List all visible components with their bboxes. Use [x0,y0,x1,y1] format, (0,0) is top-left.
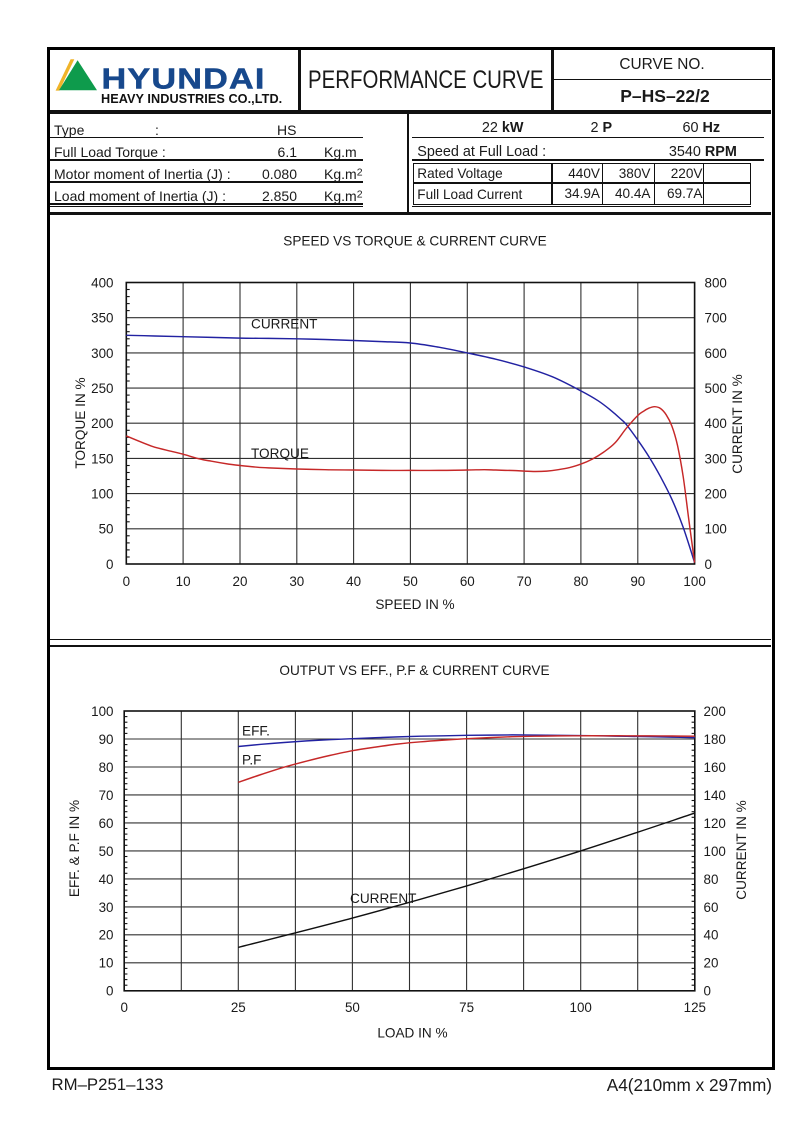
svg-text:20: 20 [233,574,248,589]
svg-text:125: 125 [684,1000,706,1015]
svg-text:100: 100 [570,1000,592,1015]
svg-text:60: 60 [704,900,719,915]
svg-text:90: 90 [99,732,114,747]
svg-text:90: 90 [630,574,645,589]
svg-text:300: 300 [705,451,727,466]
svg-text:CURRENT IN %: CURRENT IN % [730,374,745,473]
svg-text:200: 200 [704,704,726,719]
svg-text:TORQUE: TORQUE [251,446,309,461]
svg-text:500: 500 [705,381,727,396]
svg-text:80: 80 [99,760,114,775]
svg-text:0: 0 [120,1000,127,1015]
svg-text:400: 400 [91,275,113,290]
svg-text:50: 50 [99,844,114,859]
svg-text:250: 250 [91,381,113,396]
svg-text:100: 100 [705,522,727,537]
svg-text:10: 10 [176,574,191,589]
svg-text:200: 200 [705,487,727,502]
svg-text:600: 600 [705,346,727,361]
svg-text:P.F: P.F [242,753,261,768]
svg-text:0: 0 [123,574,130,589]
svg-text:40: 40 [99,872,114,887]
svg-text:40: 40 [704,928,719,943]
svg-text:80: 80 [573,574,588,589]
svg-text:EFF.: EFF. [242,724,270,739]
svg-text:700: 700 [705,311,727,326]
svg-text:50: 50 [403,574,418,589]
svg-text:300: 300 [91,346,113,361]
svg-text:50: 50 [99,522,114,537]
svg-text:100: 100 [704,844,726,859]
svg-text:25: 25 [231,1000,246,1015]
svg-text:180: 180 [704,732,726,747]
svg-text:SPEED IN %: SPEED IN % [375,597,454,612]
svg-text:100: 100 [91,487,113,502]
svg-text:LOAD IN %: LOAD IN % [377,1026,447,1041]
svg-text:75: 75 [459,1000,474,1015]
svg-text:40: 40 [346,574,361,589]
svg-text:TORQUE IN %: TORQUE IN % [73,377,88,468]
svg-text:HEAVY INDUSTRIES CO.,LTD.: HEAVY INDUSTRIES CO.,LTD. [101,92,282,106]
svg-text:140: 140 [704,788,726,803]
svg-text:0: 0 [705,557,712,572]
svg-text:120: 120 [704,816,726,831]
svg-text:70: 70 [517,574,532,589]
svg-text:80: 80 [704,872,719,887]
svg-text:100: 100 [683,574,705,589]
svg-text:10: 10 [99,956,114,971]
svg-text:70: 70 [99,788,114,803]
svg-text:0: 0 [106,984,113,999]
svg-text:0: 0 [704,984,711,999]
svg-text:800: 800 [705,275,727,290]
svg-text:20: 20 [704,956,719,971]
svg-text:OUTPUT VS EFF., P.F & CURRENT: OUTPUT VS EFF., P.F & CURRENT CURVE [279,663,549,678]
svg-text:CURRENT: CURRENT [350,891,416,906]
svg-text:20: 20 [99,928,114,943]
svg-text:400: 400 [705,416,727,431]
svg-text:350: 350 [91,311,113,326]
svg-text:50: 50 [345,1000,360,1015]
svg-text:CURRENT: CURRENT [251,317,317,332]
svg-text:HYUNDAI: HYUNDAI [102,62,266,95]
svg-text:SPEED VS TORQUE & CURRENT CURV: SPEED VS TORQUE & CURRENT CURVE [283,234,546,249]
svg-text:0: 0 [106,557,113,572]
svg-text:200: 200 [91,416,113,431]
svg-text:60: 60 [460,574,475,589]
svg-text:160: 160 [704,760,726,775]
svg-text:30: 30 [99,900,114,915]
svg-text:EFF. & P.F IN %: EFF. & P.F IN % [67,800,82,897]
svg-text:60: 60 [99,816,114,831]
svg-text:30: 30 [289,574,304,589]
svg-text:100: 100 [91,704,113,719]
svg-text:CURRENT IN %: CURRENT IN % [734,800,749,899]
svg-text:150: 150 [91,451,113,466]
